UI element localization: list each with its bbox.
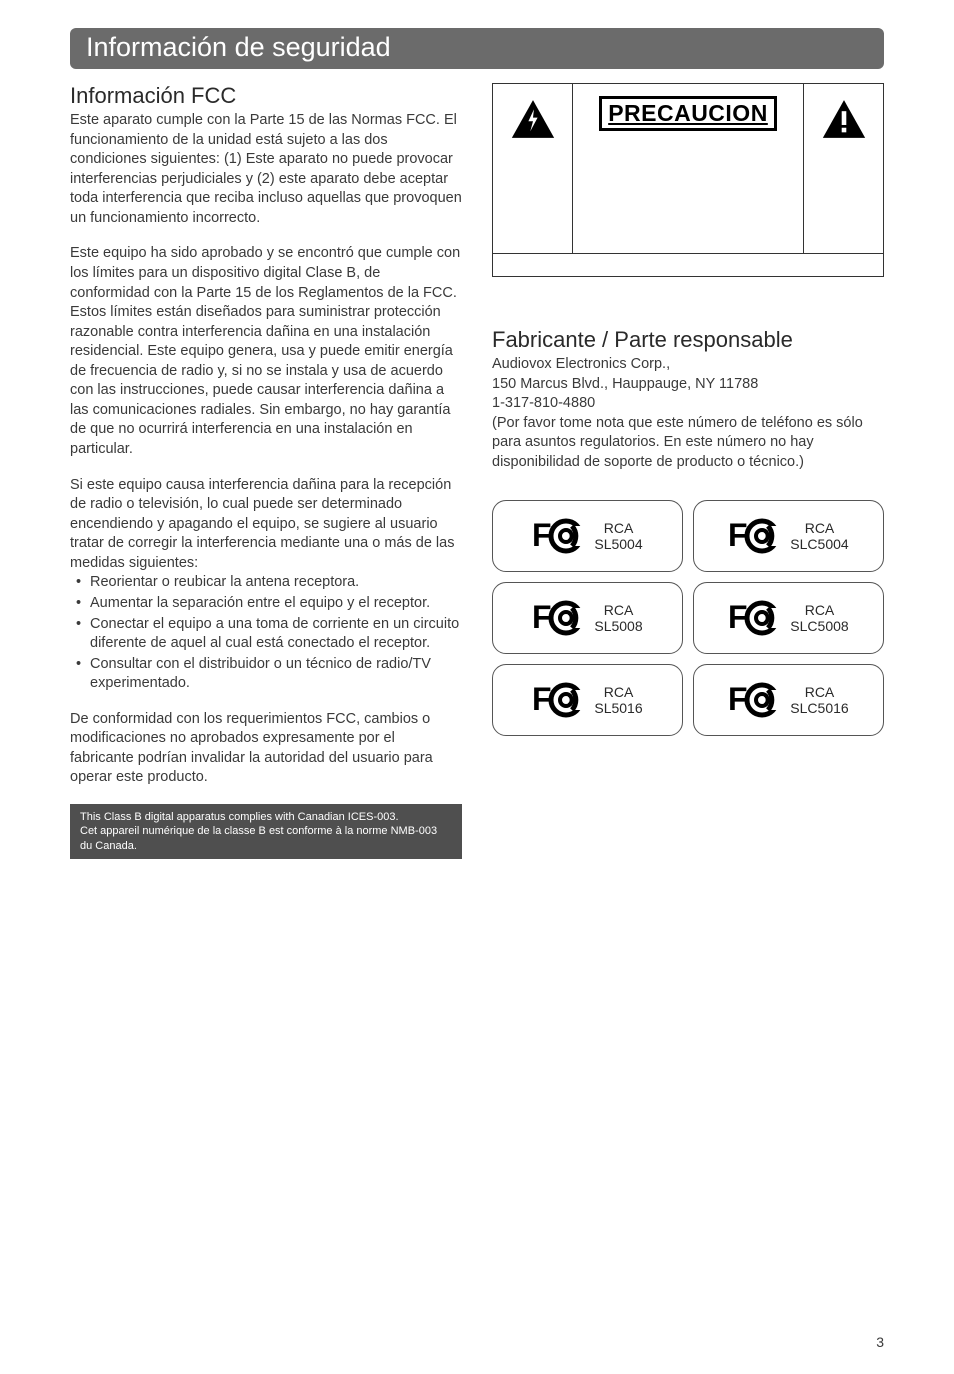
fcc-para-3: Si este equipo causa interferencia dañin… bbox=[70, 476, 462, 574]
fcc-logo-icon: F bbox=[532, 516, 584, 556]
badge-brand: RCA bbox=[790, 520, 848, 537]
list-item: Consultar con el distribuidor o un técni… bbox=[70, 655, 462, 694]
compliance-line-en: This Class B digital apparatus complies … bbox=[80, 810, 452, 824]
warning-label: PRECAUCION bbox=[599, 96, 777, 131]
warning-box: PRECAUCION bbox=[492, 83, 884, 277]
shock-hazard-icon bbox=[493, 84, 573, 253]
right-column: PRECAUCION Fabricante / Parte responsabl… bbox=[492, 83, 884, 859]
section-header: Información de seguridad bbox=[70, 28, 884, 69]
badge-model: SLC5004 bbox=[790, 536, 848, 553]
list-item: Conectar el equipo a una toma de corrien… bbox=[70, 615, 462, 654]
manufacturer-name: Audiovox Electronics Corp., bbox=[492, 355, 884, 375]
fcc-badge-grid: F RCA SL5004 F bbox=[492, 500, 884, 736]
badge-brand: RCA bbox=[790, 684, 848, 701]
fcc-para-1: Este aparato cumple con la Parte 15 de l… bbox=[70, 111, 462, 228]
manufacturer-phone: 1-317-810-4880 bbox=[492, 394, 884, 414]
fcc-logo-icon: F bbox=[532, 680, 584, 720]
page-number: 3 bbox=[876, 1334, 884, 1350]
badge-brand: RCA bbox=[790, 602, 848, 619]
badge-model: SL5016 bbox=[594, 700, 642, 717]
badge-model: SL5008 bbox=[594, 618, 642, 635]
fcc-badge: F RCA SLC5008 bbox=[693, 582, 884, 654]
badge-model: SLC5008 bbox=[790, 618, 848, 635]
list-item: Reorientar o reubicar la antena receptor… bbox=[70, 573, 462, 593]
caution-icon bbox=[803, 84, 883, 253]
badge-brand: RCA bbox=[594, 602, 642, 619]
badge-brand: RCA bbox=[594, 520, 642, 537]
badge-model: SL5004 bbox=[594, 536, 642, 553]
manufacturer-address: 150 Marcus Blvd., Hauppauge, NY 11788 bbox=[492, 375, 884, 395]
badge-brand: RCA bbox=[594, 684, 642, 701]
compliance-line-fr: Cet appareil numérique de la classe B es… bbox=[80, 824, 452, 853]
manufacturer-note: (Por favor tome nota que este número de … bbox=[492, 414, 884, 473]
list-item: Aumentar la separación entre el equipo y… bbox=[70, 594, 462, 614]
fcc-para-2: Este equipo ha sido aprobado y se encont… bbox=[70, 244, 462, 459]
fcc-logo-icon: F bbox=[728, 598, 780, 638]
badge-model: SLC5016 bbox=[790, 700, 848, 717]
fcc-badge: F RCA SLC5004 bbox=[693, 500, 884, 572]
fcc-badge: F RCA SL5016 bbox=[492, 664, 683, 736]
fcc-logo-icon: F bbox=[728, 680, 780, 720]
fcc-para-4: De conformidad con los requerimientos FC… bbox=[70, 710, 462, 788]
fcc-logo-icon: F bbox=[532, 598, 584, 638]
manufacturer-heading: Fabricante / Parte responsable bbox=[492, 327, 884, 353]
fcc-bullet-list: Reorientar o reubicar la antena receptor… bbox=[70, 573, 462, 693]
fcc-badge: F RCA SL5008 bbox=[492, 582, 683, 654]
section-title: Información de seguridad bbox=[86, 32, 868, 63]
fcc-badge: F RCA SLC5016 bbox=[693, 664, 884, 736]
fcc-heading: Información FCC bbox=[70, 83, 462, 109]
compliance-notice: This Class B digital apparatus complies … bbox=[70, 804, 462, 859]
fcc-badge: F RCA SL5004 bbox=[492, 500, 683, 572]
fcc-logo-icon: F bbox=[728, 516, 780, 556]
left-column: Información FCC Este aparato cumple con … bbox=[70, 83, 462, 859]
